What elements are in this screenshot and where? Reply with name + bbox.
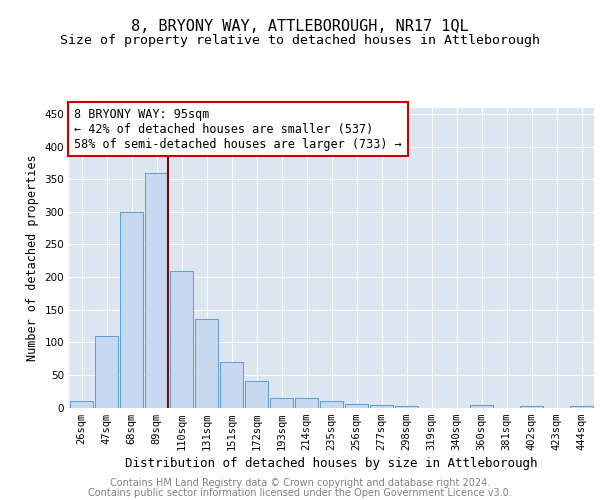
Bar	[70, 401, 93, 407]
Bar	[145, 172, 168, 408]
Text: 8 BRYONY WAY: 95sqm
← 42% of detached houses are smaller (537)
58% of semi-detac: 8 BRYONY WAY: 95sqm ← 42% of detached ho…	[74, 108, 402, 150]
Bar	[470, 405, 493, 407]
Bar	[320, 401, 343, 407]
Bar	[270, 398, 293, 407]
Bar	[395, 406, 418, 407]
Text: Contains HM Land Registry data © Crown copyright and database right 2024.: Contains HM Land Registry data © Crown c…	[110, 478, 490, 488]
Bar	[295, 398, 318, 407]
Bar	[570, 406, 593, 407]
Text: Contains public sector information licensed under the Open Government Licence v3: Contains public sector information licen…	[88, 488, 512, 498]
Bar	[370, 405, 393, 407]
Bar	[245, 382, 268, 407]
Bar	[520, 406, 543, 407]
Bar	[345, 404, 368, 407]
Bar	[170, 270, 193, 407]
Bar	[95, 336, 118, 407]
Bar	[120, 212, 143, 408]
Bar	[195, 320, 218, 408]
Text: 8, BRYONY WAY, ATTLEBOROUGH, NR17 1QL: 8, BRYONY WAY, ATTLEBOROUGH, NR17 1QL	[131, 19, 469, 34]
X-axis label: Distribution of detached houses by size in Attleborough: Distribution of detached houses by size …	[125, 457, 538, 470]
Text: Size of property relative to detached houses in Attleborough: Size of property relative to detached ho…	[60, 34, 540, 47]
Y-axis label: Number of detached properties: Number of detached properties	[26, 154, 39, 361]
Bar	[220, 362, 243, 408]
